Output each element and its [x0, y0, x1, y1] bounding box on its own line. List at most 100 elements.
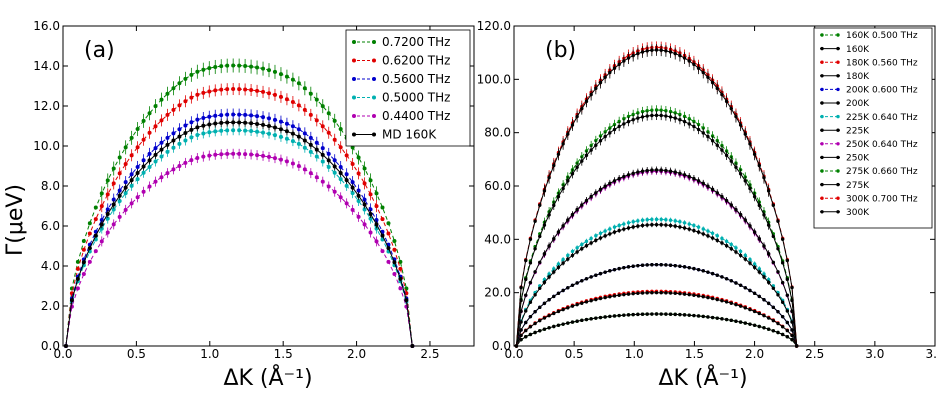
data-point — [682, 221, 687, 225]
data-point — [302, 167, 307, 172]
data-point — [696, 127, 701, 132]
data-point — [580, 242, 584, 247]
data-point — [706, 270, 710, 274]
data-point — [183, 138, 188, 143]
data-point — [117, 199, 122, 204]
data-point — [566, 132, 570, 136]
data-point — [141, 189, 146, 194]
data-point — [575, 114, 579, 119]
legend-marker — [820, 60, 824, 64]
data-point — [249, 152, 254, 157]
data-point — [692, 313, 696, 318]
data-point — [612, 230, 617, 234]
legend-marker — [820, 210, 824, 214]
legend-marker — [820, 128, 824, 132]
data-point — [123, 207, 128, 212]
data-point — [771, 305, 776, 310]
data-point — [255, 88, 260, 93]
data-point — [528, 325, 533, 329]
data-point — [201, 116, 206, 121]
data-point — [598, 271, 603, 276]
legend-entry: 250K — [846, 154, 870, 164]
data-point — [720, 275, 724, 279]
data-point — [729, 247, 733, 251]
data-point — [584, 198, 589, 203]
x-tick-label: 1.5 — [685, 347, 704, 361]
data-point — [272, 117, 277, 122]
data-point — [231, 120, 236, 125]
data-point — [362, 166, 367, 171]
data-point — [640, 291, 645, 295]
data-point — [344, 153, 349, 158]
data-point — [785, 328, 790, 333]
data-point — [129, 183, 134, 188]
data-point — [153, 124, 158, 129]
data-point — [129, 178, 134, 183]
data-point — [720, 317, 724, 321]
data-point — [105, 216, 110, 221]
data-point — [398, 259, 403, 264]
data-point — [171, 167, 176, 172]
data-point — [350, 180, 355, 185]
data-point — [640, 109, 645, 114]
data-point — [715, 138, 719, 143]
panel-a-legend-box — [345, 29, 471, 147]
data-point — [165, 112, 170, 117]
data-point — [570, 304, 575, 308]
data-point — [362, 202, 367, 207]
data-point — [183, 99, 188, 104]
data-point — [278, 127, 283, 132]
series-line — [515, 290, 798, 347]
legend-entry: 275K — [846, 181, 870, 191]
data-point — [757, 311, 762, 316]
data-point — [368, 230, 373, 235]
data-point — [556, 265, 561, 270]
data-point — [603, 134, 607, 139]
panel-b-x-axis-label: ΔK (Å⁻¹) — [658, 364, 747, 391]
data-point — [743, 253, 747, 258]
data-point — [566, 257, 570, 261]
data-point — [165, 135, 170, 140]
data-point — [570, 320, 575, 324]
data-point — [715, 234, 719, 238]
data-point — [141, 164, 146, 169]
data-point — [710, 271, 715, 276]
data-point — [570, 123, 575, 127]
series-line — [65, 153, 413, 347]
legend-marker — [836, 155, 840, 160]
data-point — [374, 226, 379, 231]
data-point — [141, 118, 146, 123]
data-point — [111, 181, 116, 186]
data-point — [710, 315, 715, 320]
data-point — [129, 135, 134, 140]
data-point — [734, 281, 738, 285]
data-point — [147, 158, 152, 163]
data-point — [237, 151, 242, 156]
data-point — [398, 286, 403, 291]
data-point — [622, 122, 626, 126]
data-point — [249, 64, 254, 69]
data-point — [598, 231, 603, 235]
data-point — [659, 291, 663, 295]
data-point — [320, 159, 325, 164]
data-point — [603, 315, 607, 319]
data-point — [159, 118, 164, 123]
data-point — [696, 66, 701, 70]
data-point — [654, 113, 659, 118]
data-point — [612, 267, 617, 272]
data-point — [117, 214, 122, 219]
data-point — [111, 202, 116, 207]
data-point — [720, 148, 724, 152]
data-point — [171, 138, 176, 143]
data-point — [584, 317, 589, 322]
data-point — [598, 296, 603, 301]
legend-marker — [836, 60, 840, 64]
data-point — [608, 314, 612, 319]
data-point — [645, 114, 649, 118]
data-point — [147, 151, 152, 156]
data-point — [598, 139, 603, 143]
data-point — [123, 162, 128, 167]
series-line — [515, 218, 798, 347]
data-point — [177, 127, 182, 132]
data-point — [117, 193, 122, 198]
